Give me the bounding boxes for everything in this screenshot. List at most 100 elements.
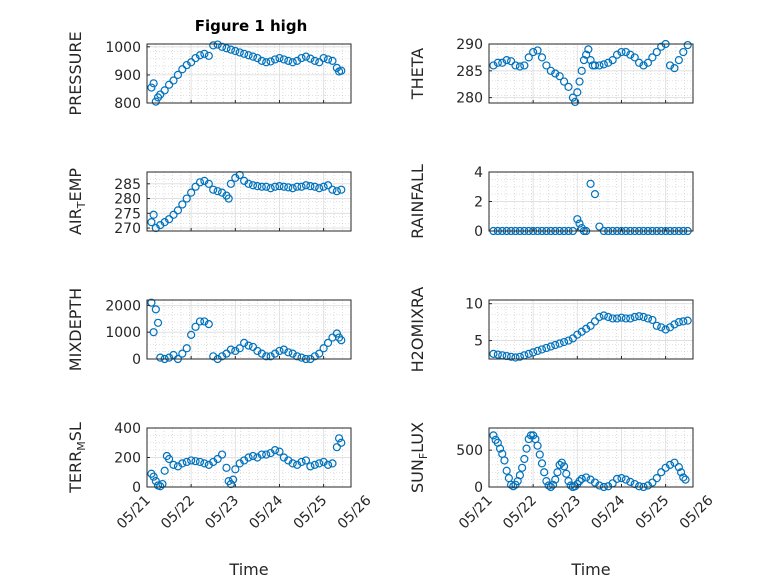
y-axis-label: TERRMSL — [66, 422, 88, 494]
data-point — [257, 56, 266, 65]
data-point — [665, 460, 675, 469]
x-tick-label: 05/23 — [544, 493, 584, 533]
x-axis-label: Time — [228, 560, 268, 579]
data-point — [533, 346, 542, 355]
data-point — [231, 46, 240, 56]
panel-terr_msl: 0 200 400 05/21 05/22 05/23 05/24 05/25 05/26 Tim… — [66, 421, 375, 579]
data-point — [674, 55, 683, 65]
data-point — [626, 477, 635, 486]
data-point — [169, 76, 178, 85]
data-point — [156, 353, 165, 362]
data-point — [595, 61, 604, 70]
axes-box — [488, 43, 694, 104]
data-point — [288, 58, 297, 67]
data-point — [270, 55, 280, 64]
data-point — [310, 56, 319, 65]
data-point — [328, 56, 337, 65]
data-point — [187, 188, 196, 197]
data-point — [332, 187, 341, 196]
data-point — [169, 210, 178, 219]
data-point — [301, 52, 311, 61]
panel-theta: 280 285 290 THETA — [408, 37, 694, 107]
data-point — [149, 328, 158, 337]
data-point — [635, 58, 644, 67]
x-tick-label: 05/25 — [291, 493, 331, 533]
y-tick-label: 0 — [132, 480, 141, 496]
data-point — [493, 58, 502, 67]
data-point — [489, 431, 498, 440]
data-point — [266, 184, 275, 193]
series-markers — [489, 431, 690, 491]
data-point — [555, 72, 564, 81]
data-point — [582, 50, 591, 59]
data-point — [639, 312, 648, 322]
data-point — [522, 444, 531, 453]
data-point — [191, 182, 200, 191]
data-point — [648, 53, 657, 62]
data-point — [284, 348, 293, 357]
data-point — [502, 55, 511, 65]
data-point — [253, 53, 262, 63]
data-point — [495, 444, 505, 453]
data-point — [520, 454, 529, 464]
data-point — [559, 462, 569, 471]
data-point — [231, 465, 240, 474]
data-point — [337, 185, 346, 194]
data-point — [586, 321, 595, 330]
y-tick-label: 900 — [114, 68, 141, 84]
data-point — [674, 318, 683, 327]
data-point — [173, 70, 183, 80]
data-point — [275, 346, 284, 356]
data-point — [284, 56, 293, 65]
data-point — [315, 459, 324, 468]
data-point — [502, 466, 511, 475]
axes-box — [146, 171, 352, 232]
data-point — [575, 219, 584, 228]
axes-box — [488, 427, 694, 488]
x-tick-label: 05/22 — [158, 493, 198, 533]
data-point — [535, 450, 544, 459]
data-point — [257, 450, 266, 459]
panel-h2omixra: 5 10 H2OMIXRA — [408, 287, 694, 372]
series-markers — [489, 40, 692, 107]
data-point — [310, 352, 319, 361]
x-tick-label: 05/24 — [588, 492, 628, 532]
data-point — [297, 53, 306, 63]
data-point — [515, 352, 525, 361]
data-point — [158, 479, 167, 489]
data-point — [679, 473, 688, 482]
data-point — [266, 57, 275, 66]
data-point — [217, 42, 227, 51]
y-tick-label: 200 — [114, 451, 141, 467]
data-point — [266, 352, 275, 361]
data-point — [297, 182, 306, 191]
y-tick-label: 285 — [114, 177, 141, 193]
x-axis-label: Time — [570, 560, 610, 579]
data-point — [515, 471, 525, 480]
x-tick-label: 05/24 — [246, 492, 286, 532]
data-point — [621, 475, 630, 484]
data-point — [310, 460, 319, 469]
data-point — [191, 53, 200, 63]
data-point — [293, 56, 302, 65]
data-point — [608, 55, 617, 65]
x-tick-label: 05/26 — [677, 492, 717, 532]
data-point — [262, 352, 271, 361]
data-point — [328, 185, 337, 194]
data-point — [529, 47, 538, 57]
data-point — [590, 61, 600, 70]
data-point — [204, 51, 213, 60]
axes-box — [146, 299, 352, 360]
data-point — [670, 458, 679, 467]
x-tick-label: 05/21 — [456, 493, 496, 533]
x-tick-label: 05/23 — [202, 493, 242, 533]
data-point — [670, 320, 679, 329]
data-point — [315, 349, 324, 358]
data-point — [279, 182, 288, 191]
data-point — [213, 187, 222, 196]
data-point — [153, 318, 163, 327]
data-point — [657, 468, 666, 477]
data-point — [657, 42, 666, 51]
data-point — [559, 77, 569, 86]
